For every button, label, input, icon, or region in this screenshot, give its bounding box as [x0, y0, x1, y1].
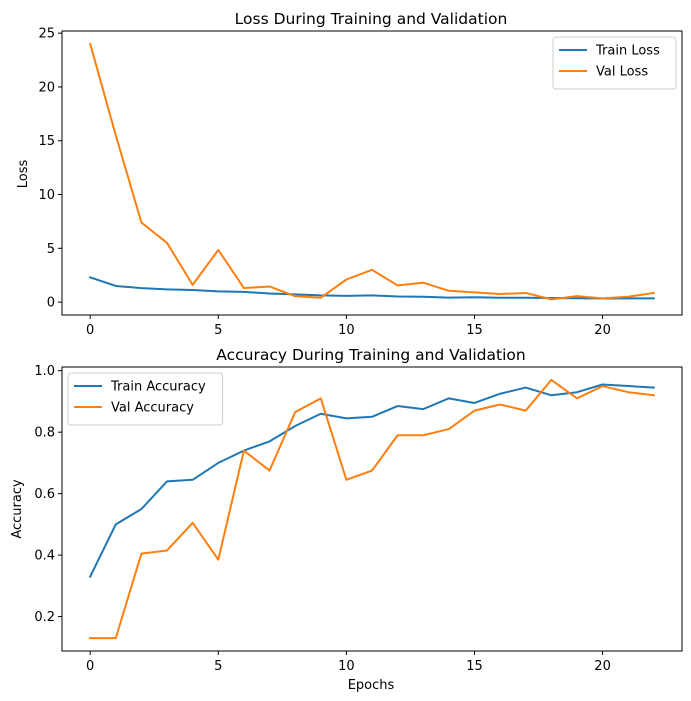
x-tick-label: 20 [594, 659, 611, 674]
y-tick-label: 15 [38, 134, 55, 149]
accuracy-chart-title: Accuracy During Training and Validation [216, 346, 525, 364]
y-tick-label: 0.4 [34, 549, 55, 564]
axes-frame [61, 366, 683, 652]
series-line-val-loss [88, 42, 655, 301]
legend-label: Val Loss [596, 65, 648, 80]
x-tick-label: 5 [214, 323, 222, 338]
legend-label: Val Accuracy [111, 401, 194, 416]
y-tick-label: 0.2 [34, 610, 55, 625]
x-tick-label: 15 [466, 659, 483, 674]
legend-box [67, 372, 224, 426]
y-tick-label: 10 [38, 188, 55, 203]
legend-label: Train Loss [595, 44, 660, 59]
y-tick-label: 0.8 [34, 426, 55, 441]
x-tick-label: 0 [86, 323, 94, 338]
loss-chart: Loss During Training and Validation Loss… [16, 10, 683, 338]
x-tick-label: 5 [214, 659, 222, 674]
legend: Train Accuracy Val Accuracy [67, 372, 224, 426]
legend-label: Train Accuracy [110, 380, 206, 395]
y-tick-label: 0 [47, 296, 55, 311]
y-tick-label: 0.6 [34, 487, 55, 502]
series-line-train-loss [88, 276, 655, 300]
x-tick-label: 20 [594, 323, 611, 338]
y-tick-label: 1.0 [34, 364, 55, 379]
y-tick-label: 5 [47, 242, 55, 257]
loss-chart-title: Loss During Training and Validation [235, 10, 508, 28]
y-tick-label: 25 [38, 27, 55, 42]
x-tick-label: 15 [466, 323, 483, 338]
loss-chart-ylabel: Loss [16, 160, 31, 189]
legend: Train Loss Val Loss [552, 36, 677, 90]
axes-frame [61, 30, 683, 316]
x-tick-label: 0 [86, 659, 94, 674]
accuracy-chart: Accuracy During Training and Validation … [10, 346, 683, 693]
y-tick-label: 20 [38, 80, 55, 95]
accuracy-plot-area: 0 5 10 15 20 0.2 0.4 0.6 0.8 1.0 Train Accuracy Val… [34, 364, 683, 674]
accuracy-chart-ylabel: Accuracy [10, 479, 25, 539]
series-line-train-accuracy [88, 383, 655, 578]
x-tick-label: 10 [338, 323, 355, 338]
series-line-val-accuracy [89, 378, 655, 640]
loss-plot-area: 0 5 10 15 20 0 5 10 15 20 25 Train Loss Val Loss [38, 27, 683, 338]
accuracy-chart-xlabel: Epochs [348, 678, 395, 693]
x-tick-label: 10 [338, 659, 355, 674]
